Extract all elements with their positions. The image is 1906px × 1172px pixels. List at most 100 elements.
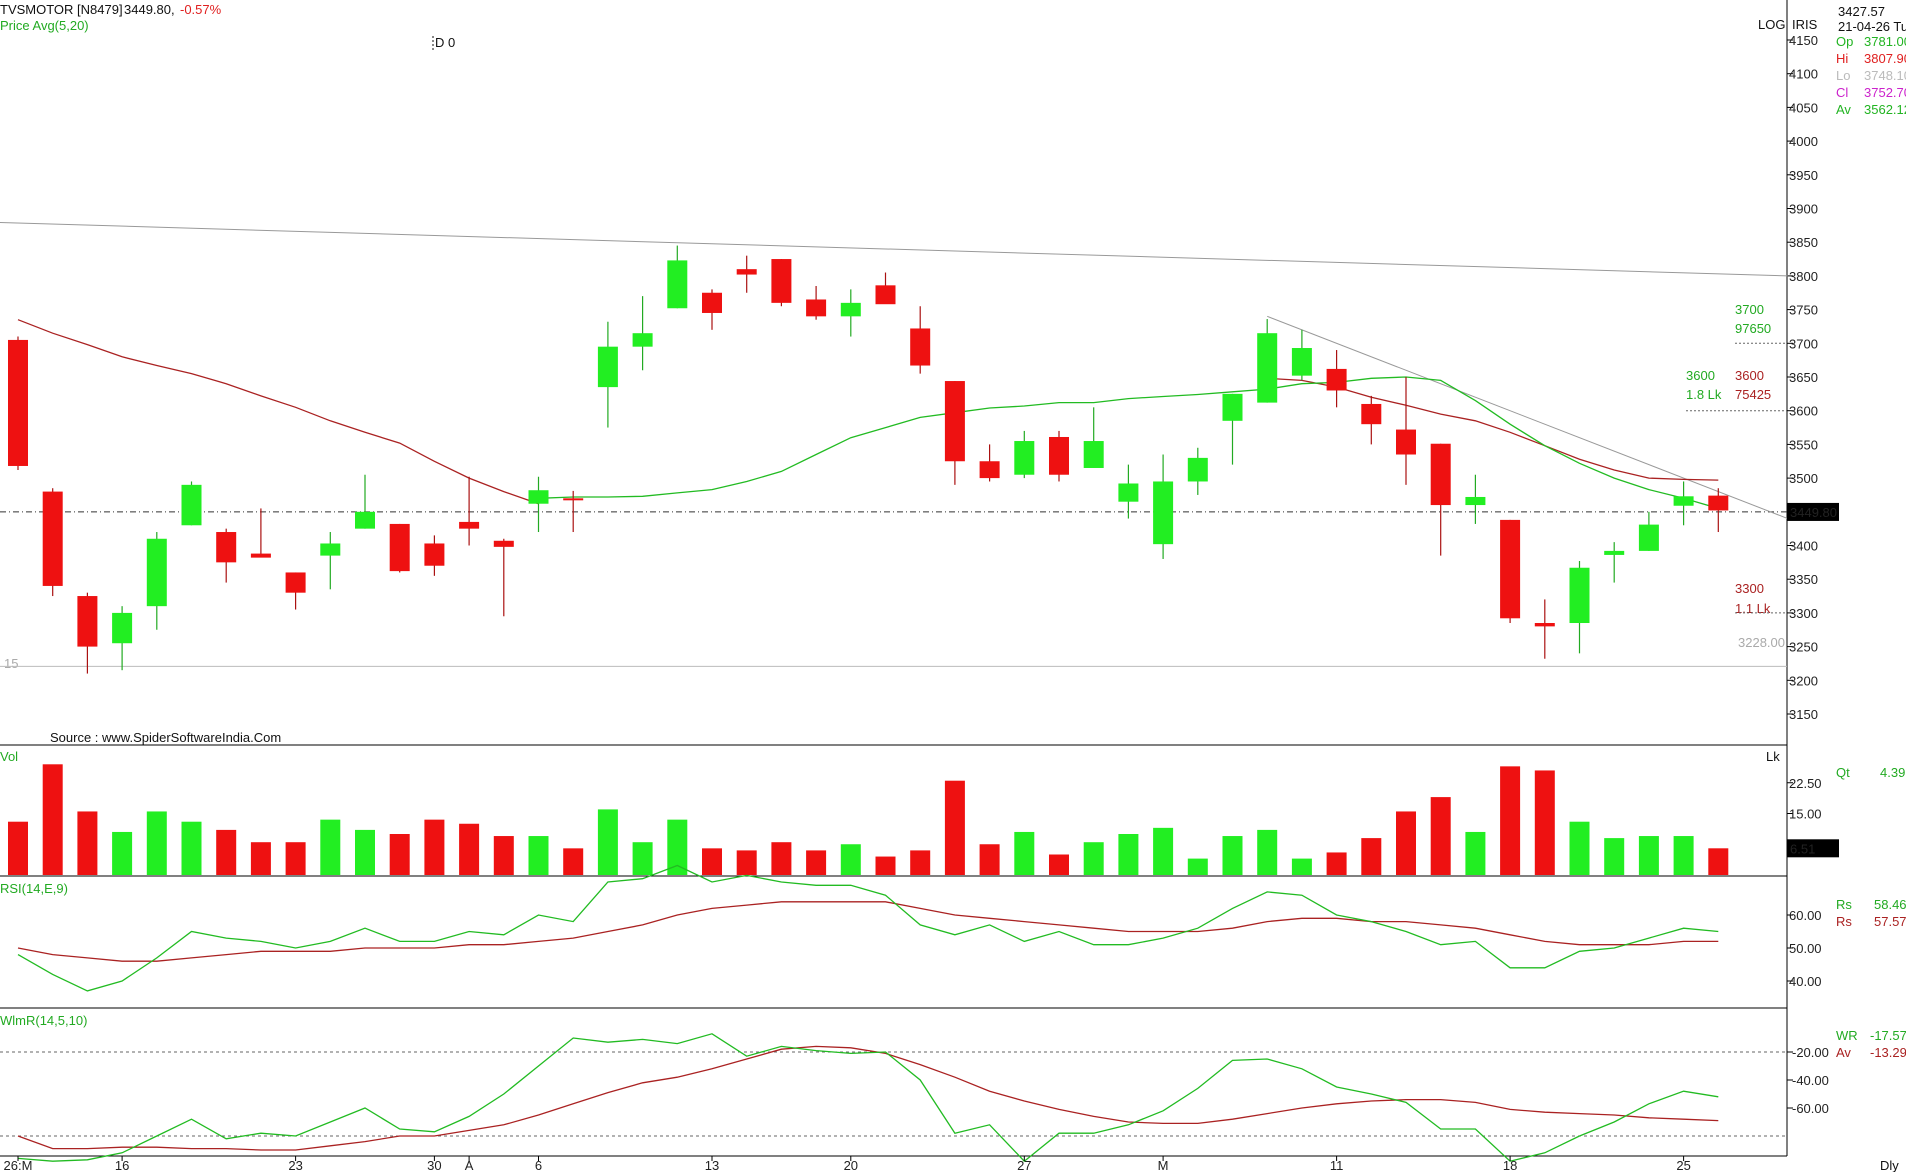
date-tick-label: 20 bbox=[844, 1158, 858, 1172]
price-tick-label: 3700 bbox=[1789, 336, 1818, 351]
price-tick-label: 3650 bbox=[1789, 370, 1818, 385]
candle-body bbox=[1257, 333, 1278, 403]
candle-body bbox=[146, 538, 167, 607]
trendline-2 bbox=[1267, 315, 1788, 520]
price-tick-label: 3600 bbox=[1789, 404, 1818, 419]
price-tick-label: 3150 bbox=[1789, 707, 1818, 722]
ohlc-value: 3748.10 bbox=[1864, 68, 1906, 83]
price-tick-label: 3550 bbox=[1789, 437, 1818, 452]
last-price: 3449.80, bbox=[124, 2, 175, 17]
log-scale-toggle[interactable]: LOG bbox=[1758, 17, 1785, 32]
candle-body bbox=[181, 484, 202, 526]
ohlc-value: 3781.00 bbox=[1864, 34, 1906, 49]
rsi-lines: 60.00 50.00 40.00 bbox=[17, 864, 1822, 992]
date-tick-label: 27 bbox=[1017, 1158, 1031, 1172]
ohlc-value: 3807.90 bbox=[1864, 51, 1906, 66]
candle-body bbox=[355, 511, 375, 529]
candle-body bbox=[979, 461, 1000, 479]
price-tick-label: 3250 bbox=[1789, 640, 1818, 655]
annotation-3600-right: 3600 bbox=[1735, 368, 1764, 383]
left-low-label: 15 bbox=[4, 656, 18, 671]
wr-tick-label: -40.00 bbox=[1792, 1073, 1829, 1088]
volume-bar bbox=[424, 819, 445, 875]
candle-body bbox=[389, 523, 410, 572]
candle-body bbox=[736, 269, 757, 275]
candle-body bbox=[910, 328, 931, 366]
candle-body bbox=[1500, 519, 1521, 619]
volume-qt-key: Qt bbox=[1836, 765, 1850, 780]
candlesticks bbox=[8, 245, 1729, 674]
volume-bar bbox=[1014, 831, 1035, 875]
volume-bar bbox=[1396, 811, 1416, 875]
wr-av-value: -13.29 bbox=[1870, 1045, 1906, 1060]
rsi-rs1-key: Rs bbox=[1836, 897, 1852, 912]
rsi-line bbox=[17, 864, 1719, 992]
williams-r-lines: -20.00 -40.00 -60.00 bbox=[0, 1033, 1829, 1163]
ohlc-key: Cl bbox=[1836, 85, 1848, 100]
volume-bar bbox=[216, 829, 237, 875]
annotation-97650: 97650 bbox=[1735, 321, 1771, 336]
date-tick-label: 11 bbox=[1330, 1158, 1344, 1172]
price-tick-label: 4150 bbox=[1789, 33, 1818, 48]
volume-bar bbox=[1326, 852, 1347, 875]
candle-body bbox=[285, 572, 306, 593]
rsi-rs1-value: 58.46 bbox=[1874, 897, 1906, 912]
current-price-tag-label: 3449.80 bbox=[1790, 505, 1837, 520]
volume-bar bbox=[979, 844, 1000, 875]
source-credit: Source : www.SpiderSoftwareIndia.Com bbox=[50, 730, 281, 745]
candle-body bbox=[1014, 441, 1035, 475]
low-marker-label: 3228.00 bbox=[1738, 635, 1785, 650]
trendline-1 bbox=[0, 221, 1788, 277]
ohlc-info-panel: Op 3781.00 Hi 3807.90 Lo 3748.10 Cl 3752.70 Av 35… bbox=[1836, 34, 1906, 117]
annotation-3600-left: 3600 bbox=[1686, 368, 1715, 383]
price-tick-label: 3200 bbox=[1789, 673, 1818, 688]
price-tick-label: 3500 bbox=[1789, 471, 1818, 486]
avg5-line bbox=[538, 376, 1719, 510]
candle-body bbox=[875, 285, 896, 305]
wr-av-key: Av bbox=[1836, 1045, 1851, 1060]
date-tick-label: 25 bbox=[1676, 1158, 1690, 1172]
volume-bar bbox=[1291, 858, 1312, 875]
volume-unit: Lk bbox=[1766, 749, 1780, 764]
candle-body bbox=[667, 260, 688, 309]
candle-body bbox=[1673, 496, 1694, 506]
wr-key: WR bbox=[1836, 1028, 1858, 1043]
date-tick-label: 30 bbox=[427, 1158, 441, 1172]
rsi-signal-line bbox=[17, 901, 1719, 962]
current-volume-tag-label: 6.51 bbox=[1790, 841, 1815, 856]
candle-body bbox=[1396, 429, 1416, 455]
volume-bar bbox=[146, 811, 167, 875]
candle-body bbox=[944, 381, 965, 462]
volume-bar bbox=[563, 848, 584, 875]
volume-bar bbox=[1153, 827, 1174, 875]
candle-body bbox=[1465, 496, 1486, 506]
volume-bar bbox=[771, 842, 792, 875]
date-tick-label: 26:M bbox=[4, 1158, 33, 1172]
avg20-line bbox=[17, 319, 539, 505]
scale-name: IRIS bbox=[1792, 17, 1818, 32]
price-tick-label: 4100 bbox=[1789, 67, 1818, 82]
volume-bar bbox=[1534, 770, 1555, 875]
candle-body bbox=[1153, 481, 1174, 545]
candle-body bbox=[424, 543, 445, 566]
volume-bar bbox=[1569, 821, 1590, 875]
symbol-title: TVSMOTOR [N8479] bbox=[0, 2, 123, 17]
volume-bar bbox=[459, 823, 480, 875]
volume-bar bbox=[112, 831, 133, 875]
annotation-3300: 3300 bbox=[1735, 581, 1764, 596]
overlay-label: Price Avg(5,20) bbox=[0, 18, 89, 33]
moving-averages bbox=[17, 319, 1719, 510]
candle-body bbox=[597, 346, 618, 388]
candle-body bbox=[806, 299, 827, 317]
volume-bar bbox=[597, 809, 618, 875]
candle-body bbox=[42, 491, 63, 586]
volume-bar bbox=[1465, 831, 1486, 875]
volume-bar bbox=[1604, 838, 1625, 875]
ohlc-key: Op bbox=[1836, 34, 1853, 49]
annotation-1-1-lk: 1.1 Lk bbox=[1735, 601, 1771, 616]
rsi-tick-label: 40.00 bbox=[1789, 974, 1822, 989]
wr-tick-label: -20.00 bbox=[1792, 1045, 1829, 1060]
volume-bar bbox=[632, 842, 653, 875]
